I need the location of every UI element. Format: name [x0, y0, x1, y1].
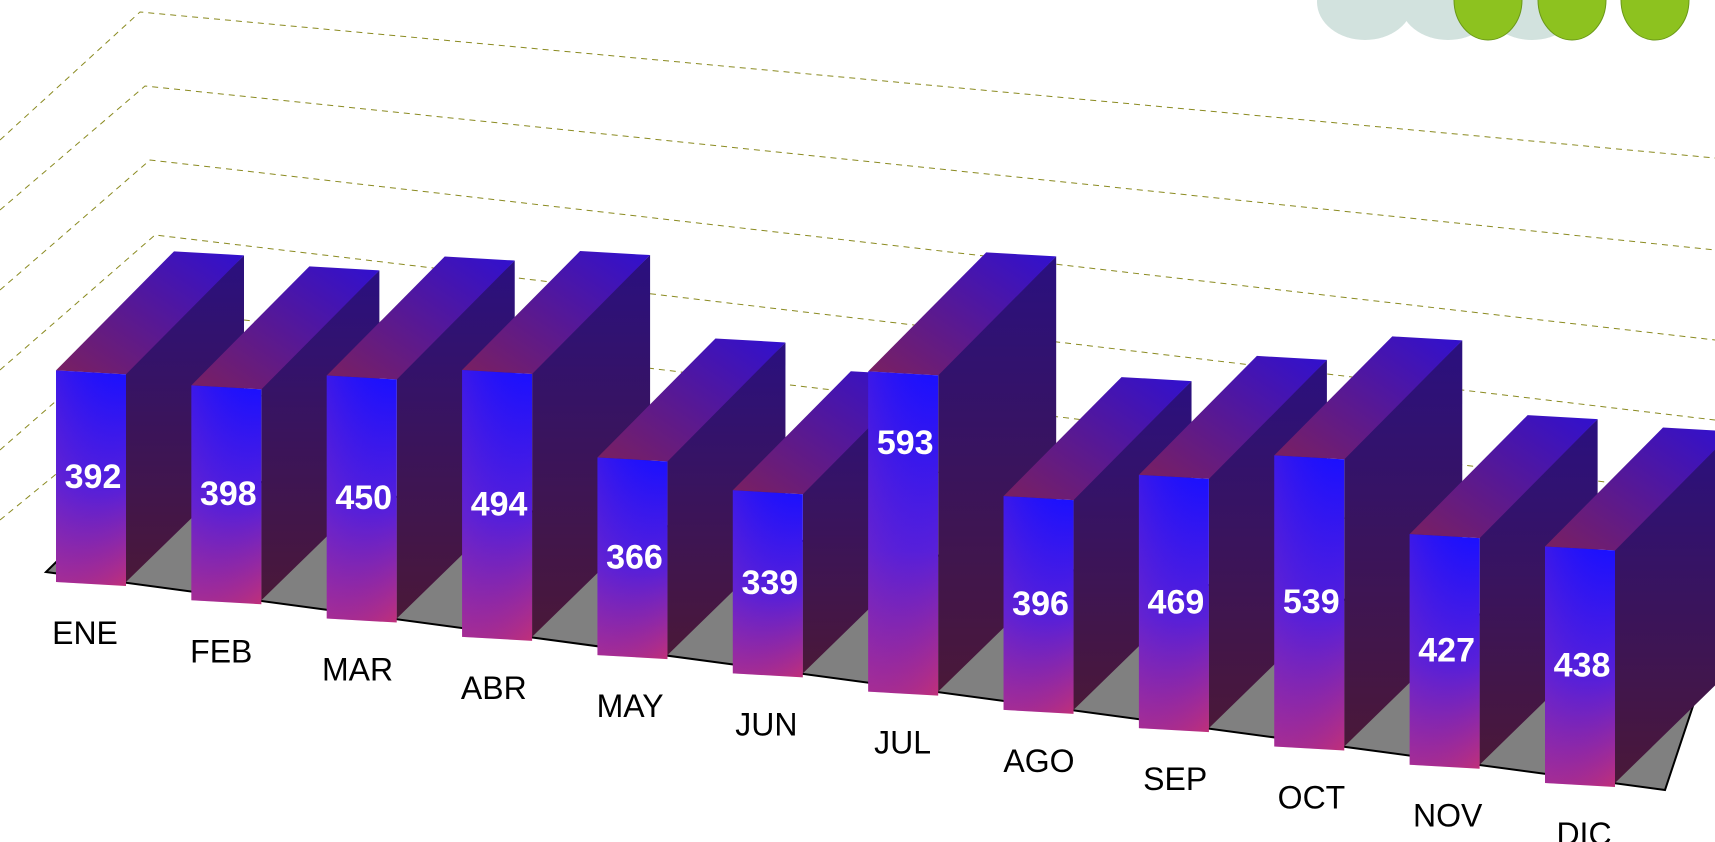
- bar-front-shade: [868, 371, 939, 696]
- bar-front-shade: [1274, 455, 1345, 751]
- category-label: AGO: [1003, 743, 1074, 779]
- bar-data-label: 539: [1283, 583, 1340, 621]
- bar-top: [1138, 355, 1327, 479]
- bar: 438: [1545, 427, 1715, 787]
- category-label: JUL: [874, 725, 931, 761]
- bar-data-label: 438: [1554, 647, 1611, 685]
- bar-front-shade: [462, 370, 533, 641]
- bar-data-label: 469: [1148, 584, 1205, 622]
- bar-data-label: 339: [741, 564, 798, 602]
- gridline: [0, 234, 1715, 421]
- bar-front-shade: [1545, 546, 1615, 787]
- bar-top: [1409, 415, 1598, 539]
- green-leaf-logo: [1317, 0, 1690, 41]
- bar-front-shade: [597, 457, 668, 660]
- bar-front-shade: [56, 370, 126, 586]
- gridline: [0, 159, 1715, 341]
- bar-front-shade: [326, 375, 397, 623]
- bar-front-shade: [1138, 474, 1209, 733]
- category-label: MAR: [322, 652, 393, 688]
- category-label: FEB: [190, 633, 252, 669]
- bar-front-shade: [1003, 496, 1074, 714]
- category-labels: ENE FEB MAR ABR MAY JUN JUL AGO SEP OCT NOV DIC: [52, 615, 1611, 842]
- bar: 539: [1274, 336, 1463, 751]
- bar-front-shade: [1409, 534, 1480, 769]
- bar-top: [597, 338, 786, 462]
- bar-top: [462, 251, 651, 375]
- bar: 392: [56, 251, 244, 586]
- bar-front-shade: [191, 385, 262, 605]
- bar-side: [1615, 449, 1715, 783]
- bar-data-label: 398: [200, 475, 257, 513]
- bar-top: [326, 256, 515, 380]
- bar-top: [1545, 427, 1715, 551]
- category-label: MAY: [597, 688, 664, 724]
- bar: 366: [597, 338, 786, 660]
- bar-data-label: 396: [1012, 585, 1069, 623]
- category-label: DIC: [1556, 816, 1611, 842]
- category-label: NOV: [1413, 798, 1483, 834]
- bar: 427: [1409, 415, 1598, 769]
- bar-data-label: 392: [65, 458, 122, 496]
- bar-side: [667, 342, 786, 656]
- category-label: JUN: [735, 706, 797, 742]
- category-label: OCT: [1278, 779, 1346, 815]
- bar-data-label: 494: [471, 485, 528, 523]
- bar-data-label: 427: [1418, 631, 1475, 669]
- bar-top: [1003, 377, 1192, 501]
- bar-top: [868, 252, 1057, 376]
- bar-side: [126, 255, 244, 582]
- bars-group: 392 398 450 494 366 339 593 396 469 539 427 438: [56, 251, 1715, 787]
- bar-data-label: 593: [877, 424, 934, 462]
- gridline: [0, 85, 1715, 251]
- category-label: SEP: [1143, 761, 1207, 797]
- bar-data-label: 450: [335, 479, 392, 517]
- bar-top: [1274, 336, 1463, 460]
- category-label: ENE: [52, 615, 118, 651]
- bar-top: [56, 251, 244, 375]
- bar-top: [191, 266, 380, 390]
- gridline: [0, 11, 1715, 159]
- bar-data-label: 366: [606, 538, 663, 576]
- category-label: ABR: [461, 670, 527, 706]
- bar-front-shade: [732, 490, 803, 678]
